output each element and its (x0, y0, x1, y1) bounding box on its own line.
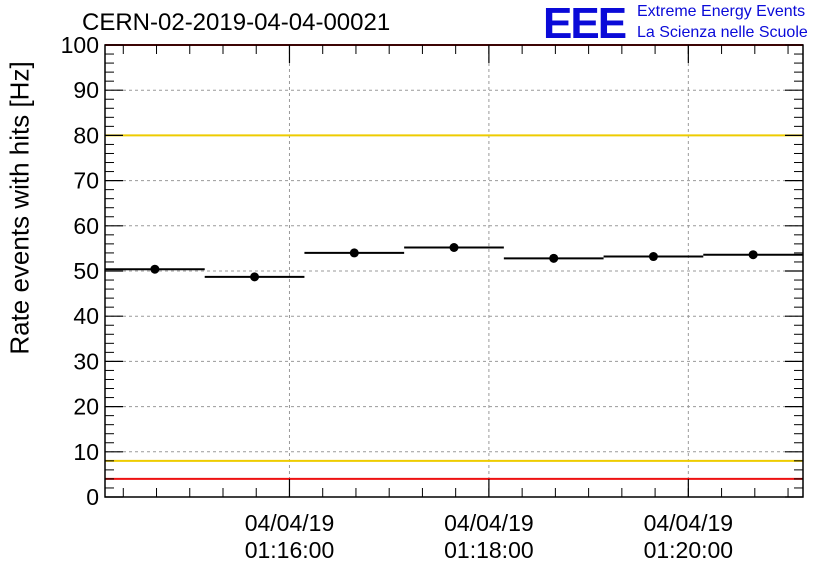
x-tick-time-label: 01:18:00 (444, 537, 534, 563)
grid-lines (105, 45, 803, 497)
y-tick-label: 70 (73, 168, 99, 194)
eee-logo-mark: EEE (543, 0, 626, 46)
data-point (349, 248, 359, 258)
data-point (648, 252, 658, 262)
logo-caption: Extreme Energy Events La Scienza nelle S… (637, 2, 808, 44)
logo-line-1: Extreme Energy Events (637, 3, 806, 20)
y-tick-label: 10 (73, 439, 99, 465)
data-series (105, 242, 803, 282)
data-point (449, 242, 459, 252)
logo-line-2: La Scienza nelle Scuole (637, 24, 808, 41)
y-tick-label: 50 (73, 258, 99, 284)
y-tick-label: 100 (61, 32, 99, 58)
data-point (748, 250, 758, 260)
run-title: CERN-02-2019-04-04-00021 (82, 9, 391, 36)
eee-logo: EEE (543, 0, 628, 46)
tick-labels: 010203040506070809010004/04/1901:16:0004… (61, 32, 733, 563)
y-axis-label: Rate events with hits [Hz] (4, 61, 35, 355)
y-tick-label: 20 (73, 394, 99, 420)
y-tick-label: 60 (73, 213, 99, 239)
x-tick-date-label: 04/04/19 (245, 510, 335, 536)
x-tick-time-label: 01:20:00 (644, 537, 734, 563)
y-tick-label: 90 (73, 77, 99, 103)
x-tick-date-label: 04/04/19 (644, 510, 734, 536)
axis-ticks (105, 44, 803, 498)
y-tick-label: 80 (73, 122, 99, 148)
data-point (549, 253, 559, 263)
y-tick-label: 40 (73, 303, 99, 329)
y-tick-label: 0 (86, 484, 99, 510)
x-tick-date-label: 04/04/19 (444, 510, 534, 536)
y-tick-label: 30 (73, 348, 99, 374)
reference-lines (105, 44, 803, 480)
x-tick-time-label: 01:16:00 (245, 537, 335, 563)
data-point (150, 264, 160, 274)
data-point (250, 272, 260, 282)
